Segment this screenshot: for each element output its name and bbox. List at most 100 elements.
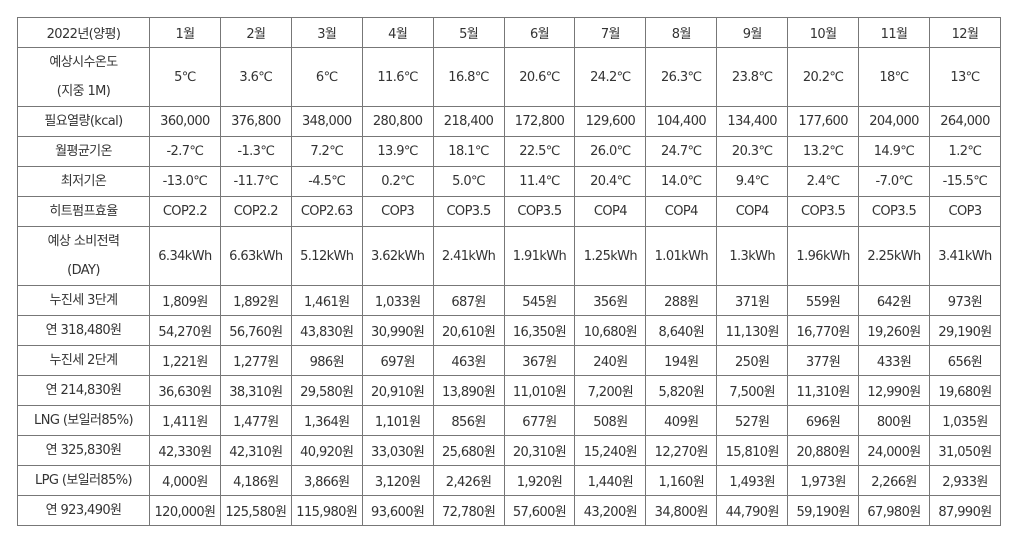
row-label-line: 월평균기온: [55, 144, 112, 159]
table-cell: 24.7℃: [645, 136, 718, 167]
table-cell: 33,030원: [361, 435, 434, 466]
row-label-line: (DAY): [67, 263, 100, 278]
table-cell: 280,800: [361, 106, 434, 137]
table-cell: 2.25kWh: [858, 226, 930, 286]
table-cell: 1,277원: [219, 345, 292, 376]
row-label-line: 필요열량(kcal): [44, 114, 123, 129]
table-cell: 24.2℃: [574, 47, 647, 107]
table-cell: 13℃: [928, 47, 1002, 107]
table-cell: 1,809원: [149, 285, 221, 316]
table-cell: 72,780원: [432, 495, 505, 526]
table-cell: 26.3℃: [645, 47, 718, 107]
table-cell: 7,500원: [716, 375, 789, 406]
table-cell: -4.5℃: [290, 166, 363, 197]
table-cell: 3,120원: [361, 465, 434, 496]
row-label: 연 923,490원: [17, 495, 150, 526]
table-cell: 3.41kWh: [928, 226, 1002, 286]
table-cell: 1,101원: [361, 405, 434, 436]
table-cell: 120,000원: [149, 495, 221, 526]
row-label-line: 연 325,830원: [45, 443, 122, 458]
table-row: 누진세 3단계 1,809원 1,892원 1,461원 1,033원 687원 545원 3…: [17, 285, 1002, 316]
table-cell: 42,330원: [149, 435, 221, 466]
table-cell: 677원: [503, 405, 576, 436]
table-cell: COP2.63: [290, 196, 363, 227]
table-cell: 1,493원: [716, 465, 789, 496]
table-cell: 1,364원: [290, 405, 363, 436]
table-cell: 20,610원: [432, 315, 505, 346]
table-cell: 16.8℃: [432, 47, 505, 107]
table-cell: 7,200원: [574, 375, 647, 406]
table-cell: 20.4℃: [574, 166, 647, 197]
table-cell: 42,310원: [219, 435, 292, 466]
table-cell: 93,600원: [361, 495, 434, 526]
table-cell: 2,933원: [928, 465, 1002, 496]
table-cell: 687원: [432, 285, 505, 316]
table-cell: 2.41kWh: [432, 226, 505, 286]
table-cell: -7.0℃: [858, 166, 930, 197]
table-cell: 43,830원: [290, 315, 363, 346]
table-cell: 642원: [858, 285, 930, 316]
month-header: 9월: [716, 17, 789, 48]
table-cell: 34,800원: [645, 495, 718, 526]
table-row: 연 923,490원 120,000원 125,580원 115,980원 93,600…: [17, 495, 1002, 526]
table-cell: 13.9℃: [361, 136, 434, 167]
table-cell: 1,035원: [928, 405, 1002, 436]
month-header: 5월: [432, 17, 505, 48]
table-cell: 377원: [787, 345, 860, 376]
table-cell: 11,310원: [787, 375, 860, 406]
row-label-line: 예상 소비전력: [47, 234, 120, 249]
table-body: 2022년(양평) 1월 2월 3월 4월 5월 6월 7월 8월 9월 10월 11월 12월 예상…: [17, 17, 1002, 526]
table-cell: 5℃: [149, 47, 221, 107]
row-label-line: LNG (보일러85%): [34, 413, 134, 428]
table-cell: 13,890원: [432, 375, 505, 406]
table-cell: 4,186원: [219, 465, 292, 496]
month-header: 4월: [361, 17, 434, 48]
row-label: 필요열량(kcal): [17, 106, 150, 137]
row-label: 누진세 3단계: [17, 285, 150, 316]
table-cell: -15.5℃: [928, 166, 1002, 197]
table-cell: 12,270원: [645, 435, 718, 466]
row-label-line: 누진세 3단계: [49, 293, 118, 308]
table-cell: 1.96kWh: [787, 226, 860, 286]
table-header-row: 2022년(양평) 1월 2월 3월 4월 5월 6월 7월 8월 9월 10월 11월 12월: [17, 17, 1002, 48]
table-cell: 1,411원: [149, 405, 221, 436]
table-cell: 527원: [716, 405, 789, 436]
row-label-line: 최저기온: [60, 174, 107, 189]
table-cell: COP3.5: [858, 196, 930, 227]
table-cell: 1,440원: [574, 465, 647, 496]
table-cell: 12,990원: [858, 375, 930, 406]
row-label: LPG (보일러85%): [17, 465, 150, 496]
table-cell: COP4: [574, 196, 647, 227]
table-cell: 104,400: [645, 106, 718, 137]
table-cell: 23.8℃: [716, 47, 789, 107]
table-cell: 356원: [574, 285, 647, 316]
table-cell: 20.2℃: [787, 47, 860, 107]
table-cell: 16,770원: [787, 315, 860, 346]
table-cell: 218,400: [432, 106, 505, 137]
table-cell: 19,260원: [858, 315, 930, 346]
table-cell: 1,973원: [787, 465, 860, 496]
table-cell: 250원: [716, 345, 789, 376]
table-cell: 696원: [787, 405, 860, 436]
table-cell: 1,221원: [149, 345, 221, 376]
header-label: 2022년(양평): [17, 17, 150, 48]
row-label: 누진세 2단계: [17, 345, 150, 376]
table-cell: COP3.5: [503, 196, 576, 227]
table-row: 누진세 2단계 1,221원 1,277원 986원 697원 463원 367원 240원 1…: [17, 345, 1002, 376]
table-cell: 129,600: [574, 106, 647, 137]
table-cell: 20.6℃: [503, 47, 576, 107]
table-cell: COP2.2: [219, 196, 292, 227]
row-label: LNG (보일러85%): [17, 405, 150, 436]
row-label: 연 325,830원: [17, 435, 150, 466]
table-cell: 115,980원: [290, 495, 363, 526]
table-cell: 6.34kWh: [149, 226, 221, 286]
table-cell: 29,580원: [290, 375, 363, 406]
table-cell: 697원: [361, 345, 434, 376]
table-cell: 240원: [574, 345, 647, 376]
table-cell: 26.0℃: [574, 136, 647, 167]
table-cell: COP4: [716, 196, 789, 227]
month-header: 10월: [787, 17, 860, 48]
table-cell: 11,010원: [503, 375, 576, 406]
month-header: 7월: [574, 17, 647, 48]
row-label-line: 연 214,830원: [45, 383, 122, 398]
